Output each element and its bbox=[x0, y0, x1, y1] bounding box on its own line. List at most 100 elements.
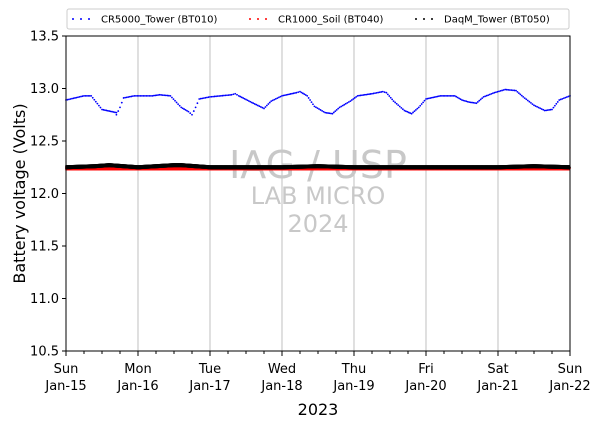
data-point bbox=[90, 94, 93, 97]
data-point bbox=[520, 94, 523, 97]
data-point bbox=[507, 88, 510, 91]
data-point bbox=[155, 94, 158, 97]
x-tick-label-date: Jan-18 bbox=[260, 379, 302, 394]
data-point bbox=[435, 95, 437, 98]
data-point bbox=[261, 106, 264, 109]
x-tick-label-day: Sat bbox=[487, 362, 508, 377]
data-point bbox=[186, 109, 188, 112]
data-point bbox=[463, 99, 466, 102]
data-point bbox=[239, 95, 242, 98]
data-point bbox=[72, 97, 75, 100]
data-point bbox=[215, 95, 218, 98]
data-point bbox=[196, 102, 199, 105]
x-axis-title: 2023 bbox=[298, 400, 339, 419]
data-point bbox=[221, 94, 224, 97]
data-point bbox=[201, 97, 204, 100]
data-point bbox=[436, 95, 439, 98]
data-point bbox=[131, 95, 134, 98]
legend-frame bbox=[66, 8, 570, 30]
data-point bbox=[133, 94, 136, 97]
data-point bbox=[469, 101, 472, 104]
data-point bbox=[332, 111, 335, 114]
data-point bbox=[381, 90, 384, 93]
data-point bbox=[495, 91, 497, 94]
data-point bbox=[335, 109, 338, 111]
data-point bbox=[484, 95, 487, 98]
data-point bbox=[422, 101, 425, 104]
data-point bbox=[304, 94, 307, 96]
data-point bbox=[558, 99, 561, 101]
data-point bbox=[260, 106, 262, 108]
data-point bbox=[184, 109, 187, 111]
data-point bbox=[127, 96, 130, 98]
data-point bbox=[278, 96, 280, 99]
legend-marker bbox=[431, 18, 433, 20]
data-point bbox=[426, 97, 429, 100]
data-point bbox=[330, 112, 332, 115]
data-point bbox=[189, 112, 192, 115]
data-point bbox=[83, 94, 85, 97]
data-point bbox=[392, 100, 395, 102]
data-point bbox=[307, 97, 310, 99]
data-point bbox=[375, 91, 378, 94]
data-point bbox=[147, 94, 149, 97]
data-point bbox=[136, 94, 139, 97]
data-point bbox=[533, 104, 535, 107]
data-point bbox=[273, 98, 276, 101]
data-point bbox=[224, 94, 227, 97]
y-tick-label: 12.0 bbox=[30, 187, 59, 202]
data-point bbox=[412, 111, 414, 114]
x-tick-label-day: Sun bbox=[558, 362, 583, 377]
legend-label: DaqM_Tower (BT050) bbox=[444, 15, 550, 26]
data-point bbox=[106, 109, 109, 112]
data-point bbox=[429, 97, 432, 99]
data-point bbox=[267, 103, 270, 105]
data-point bbox=[537, 106, 540, 109]
legend-label: CR1000_Soil (BT040) bbox=[278, 15, 384, 26]
data-point bbox=[219, 94, 222, 97]
data-point bbox=[352, 98, 355, 100]
data-point bbox=[325, 111, 328, 114]
series-0 bbox=[65, 88, 571, 116]
data-point bbox=[285, 94, 288, 96]
data-point bbox=[183, 108, 185, 110]
data-point bbox=[505, 88, 508, 91]
data-point bbox=[271, 99, 274, 102]
data-point bbox=[409, 112, 412, 114]
data-point bbox=[341, 104, 344, 107]
data-point bbox=[163, 94, 166, 97]
x-tick-label-date: Jan-19 bbox=[332, 379, 374, 394]
legend-label: CR5000_Tower (BT010) bbox=[101, 15, 217, 26]
data-point bbox=[446, 94, 449, 97]
data-point bbox=[119, 106, 121, 109]
data-point bbox=[343, 103, 346, 106]
legend-marker bbox=[80, 18, 82, 20]
data-point bbox=[427, 97, 430, 100]
data-point bbox=[331, 112, 334, 115]
data-point bbox=[312, 103, 314, 106]
data-point bbox=[430, 96, 433, 99]
data-point bbox=[546, 109, 549, 112]
data-point bbox=[112, 111, 115, 113]
data-point bbox=[468, 101, 471, 104]
data-point bbox=[178, 104, 181, 107]
data-point bbox=[425, 98, 427, 100]
data-point bbox=[432, 96, 435, 99]
data-point bbox=[372, 92, 375, 95]
data-point bbox=[508, 89, 511, 91]
data-point bbox=[150, 94, 152, 97]
data-point bbox=[154, 94, 157, 97]
data-point bbox=[534, 105, 537, 107]
data-point bbox=[380, 91, 383, 93]
data-point bbox=[407, 111, 410, 114]
data-point bbox=[502, 89, 505, 91]
data-point bbox=[438, 95, 440, 98]
data-point bbox=[103, 109, 106, 112]
data-point bbox=[452, 94, 455, 97]
data-point bbox=[169, 94, 172, 97]
data-point bbox=[417, 106, 420, 109]
legend-entry: CR5000_Tower (BT010) bbox=[72, 15, 217, 26]
y-tick-label: 11.5 bbox=[30, 240, 59, 255]
data-point bbox=[328, 112, 331, 115]
data-point bbox=[218, 95, 221, 97]
